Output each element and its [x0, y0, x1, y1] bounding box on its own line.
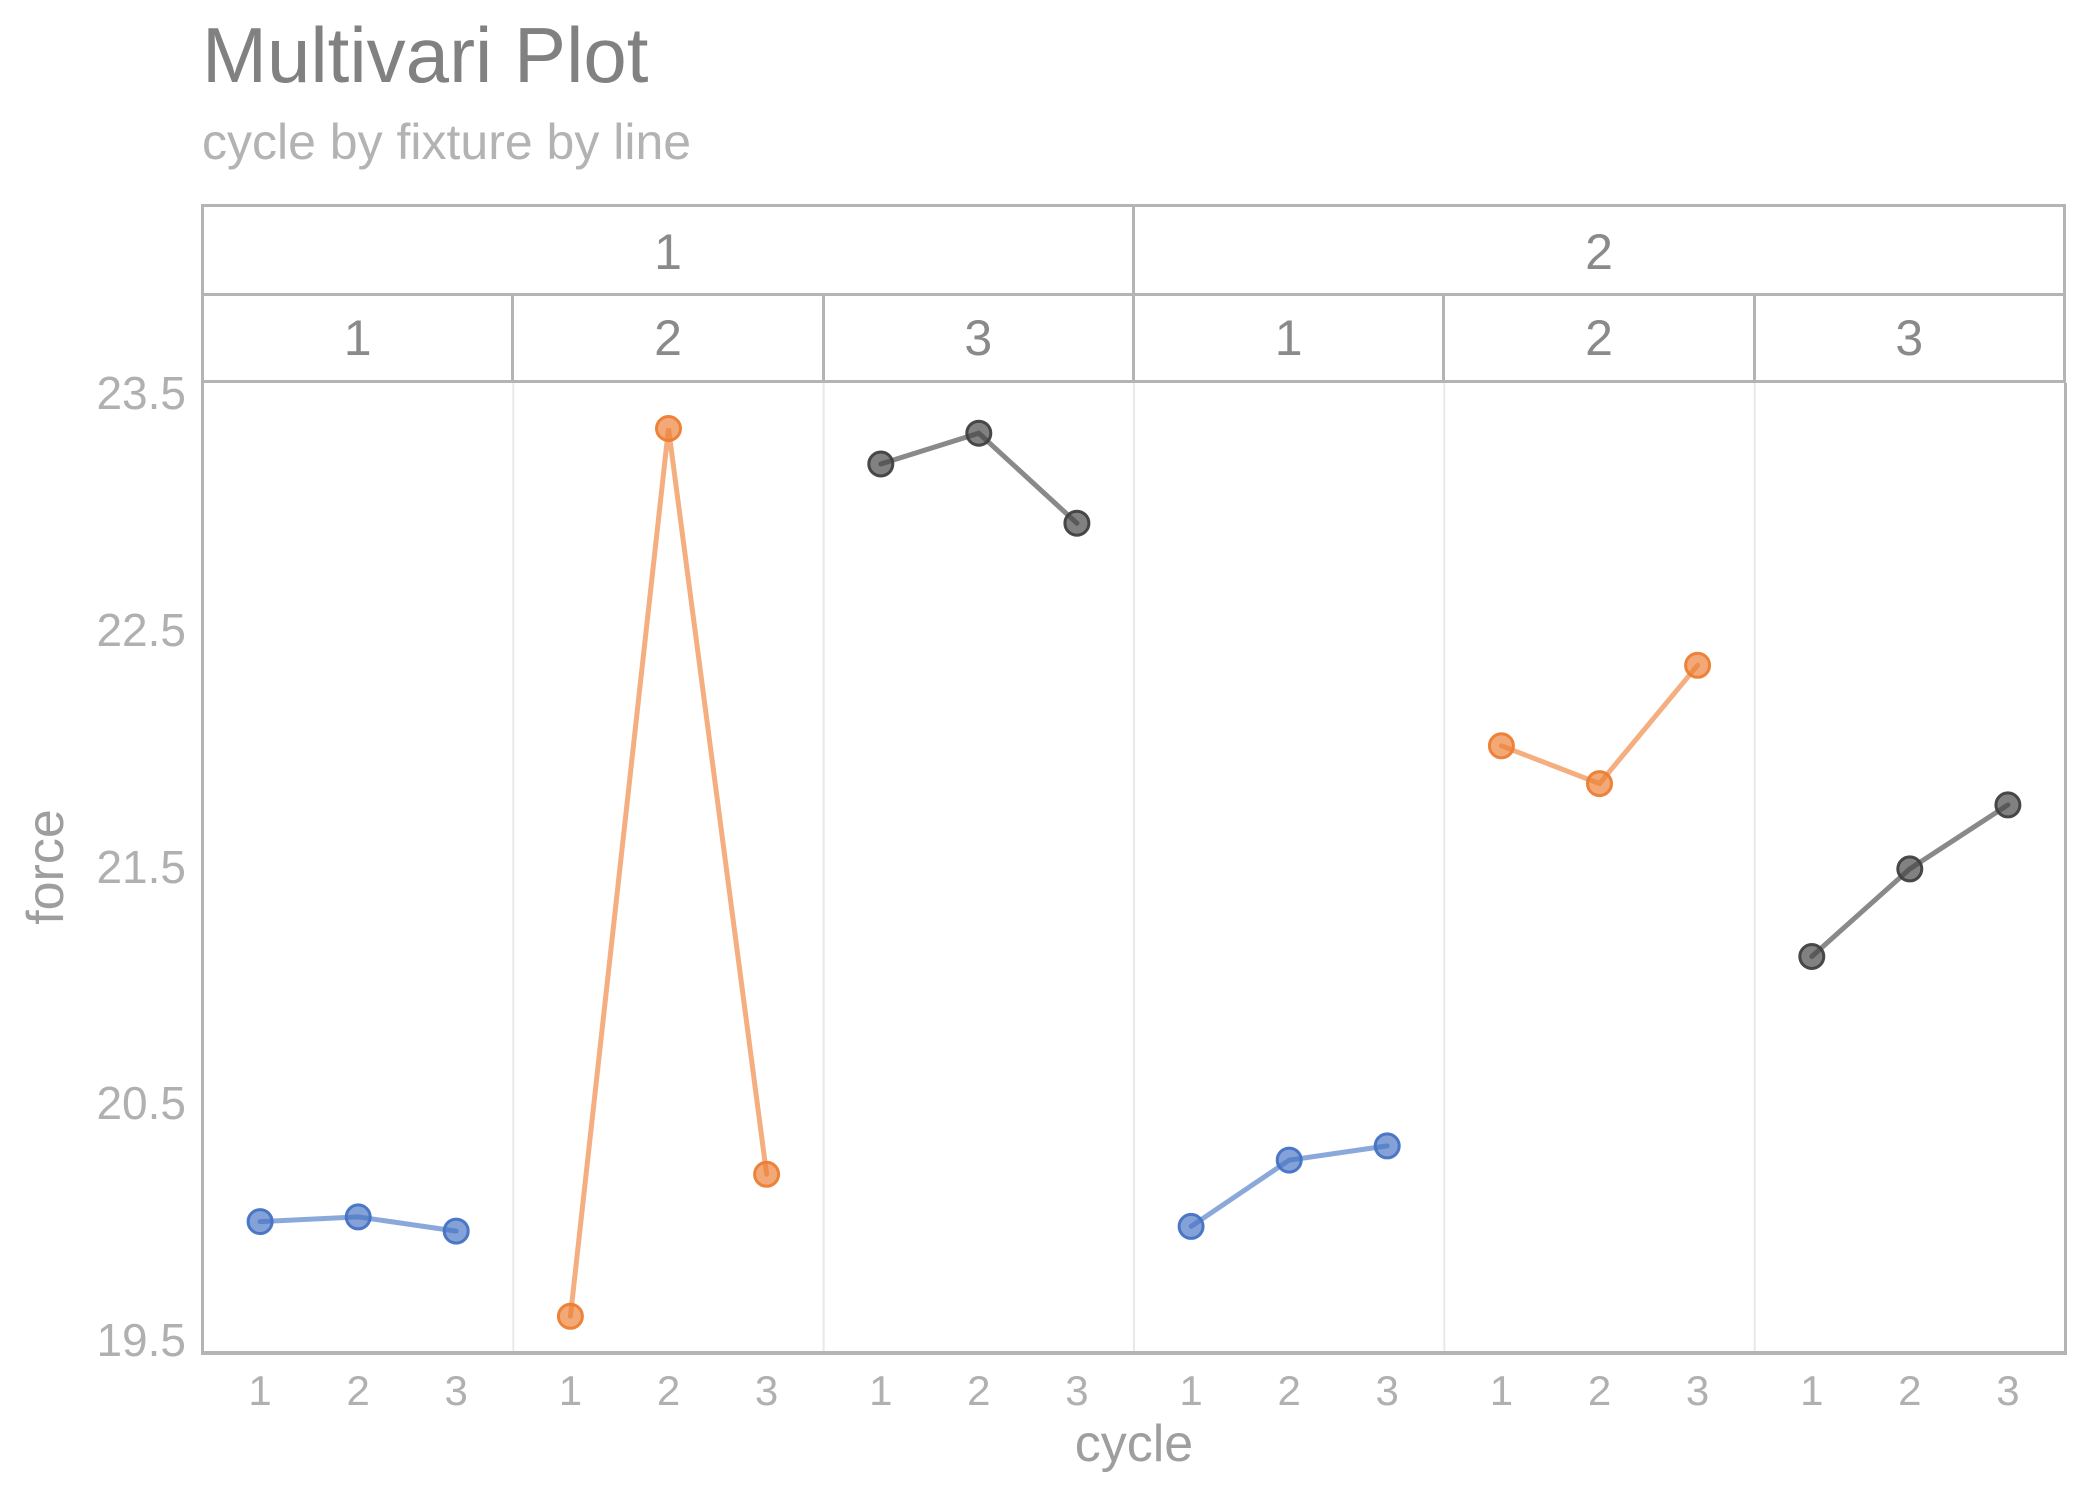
x-tick-label: 3	[1685, 1367, 1710, 1414]
facet-strip-cell-fixture: 2	[514, 296, 825, 380]
chart-subtitle: cycle by fixture by line	[202, 114, 692, 170]
x-tick-label: 1	[1179, 1367, 1203, 1414]
data-point-panel-3-cycle-1	[867, 450, 895, 478]
data-point-panel-5-cycle-1	[1487, 732, 1515, 760]
x-tick-label: 1	[1800, 1367, 1824, 1414]
data-point-panel-2-cycle-3	[753, 1160, 781, 1188]
data-point-panel-5-cycle-2	[1586, 770, 1613, 798]
y-tick-label: 21.5	[96, 840, 186, 893]
x-tick-label: 2	[967, 1367, 991, 1414]
x-tick-label: 3	[1375, 1367, 1399, 1414]
x-tick-label: 2	[1898, 1367, 1922, 1414]
x-tick-label: 1	[869, 1367, 893, 1414]
x-tick-label: 3	[754, 1367, 779, 1414]
x-tick-label: 3	[1996, 1367, 2020, 1414]
x-tick-label: 2	[1277, 1367, 1301, 1414]
facet-strip-cell-fixture: 2	[1445, 296, 1756, 380]
y-tick-label: 19.5	[96, 1314, 186, 1366]
x-tick-label: 1	[558, 1367, 583, 1414]
y-axis-title: force	[17, 809, 75, 925]
data-point-panel-6-cycle-2	[1896, 855, 1924, 883]
data-point-panel-3-cycle-3	[1063, 509, 1091, 537]
y-axis-line	[201, 383, 204, 1355]
facet-strip-cell-fixture: 3	[1895, 310, 1924, 366]
data-point-panel-5-cycle-3	[1684, 651, 1712, 679]
data-point-panel-2-cycle-2	[655, 415, 682, 442]
data-point-panel-1-cycle-1	[246, 1208, 274, 1236]
panel-right-border	[2064, 383, 2067, 1355]
x-tick-label: 2	[346, 1367, 370, 1414]
x-axis-line	[201, 1351, 2067, 1355]
facet-strip-cell-line: 2	[1585, 223, 1613, 280]
facet-strip-cell-fixture: 1	[1135, 296, 1446, 380]
data-point-panel-2-cycle-1	[556, 1302, 584, 1330]
x-axis-title: cycle	[1074, 1415, 1194, 1473]
series-line-panel-5	[1498, 662, 1701, 787]
data-point-panel-1-cycle-2	[344, 1203, 372, 1231]
data-point-panel-4-cycle-3	[1373, 1132, 1401, 1160]
series-line-panel-2	[567, 428, 770, 1319]
data-point-panel-1-cycle-3	[442, 1217, 470, 1245]
y-tick-label: 20.5	[96, 1077, 186, 1130]
data-point-panel-4-cycle-1	[1177, 1212, 1205, 1240]
x-tick-label: 3	[444, 1367, 468, 1414]
data-point-panel-6-cycle-1	[1798, 943, 1826, 970]
facet-strip-cell-fixture: 1	[204, 296, 515, 380]
x-tick-label: 1	[1489, 1367, 1514, 1414]
y-tick-label: 23.5	[96, 367, 186, 419]
data-point-panel-3-cycle-2	[965, 419, 993, 447]
series-line-panel-3	[878, 430, 1080, 526]
data-point-panel-4-cycle-2	[1275, 1146, 1303, 1174]
facet-strip-cell-fixture: 3	[825, 296, 1135, 380]
data-point-panel-6-cycle-3	[1994, 791, 2022, 819]
facet-strip-cell-line: 1	[204, 207, 1135, 296]
x-tick-label: 3	[1065, 1367, 1089, 1414]
y-tick-label: 22.5	[96, 603, 186, 656]
x-tick-label: 2	[656, 1367, 681, 1414]
x-tick-label: 1	[248, 1367, 272, 1414]
x-tick-label: 2	[1587, 1367, 1612, 1414]
chart-title: Multivari Plot	[202, 11, 649, 99]
